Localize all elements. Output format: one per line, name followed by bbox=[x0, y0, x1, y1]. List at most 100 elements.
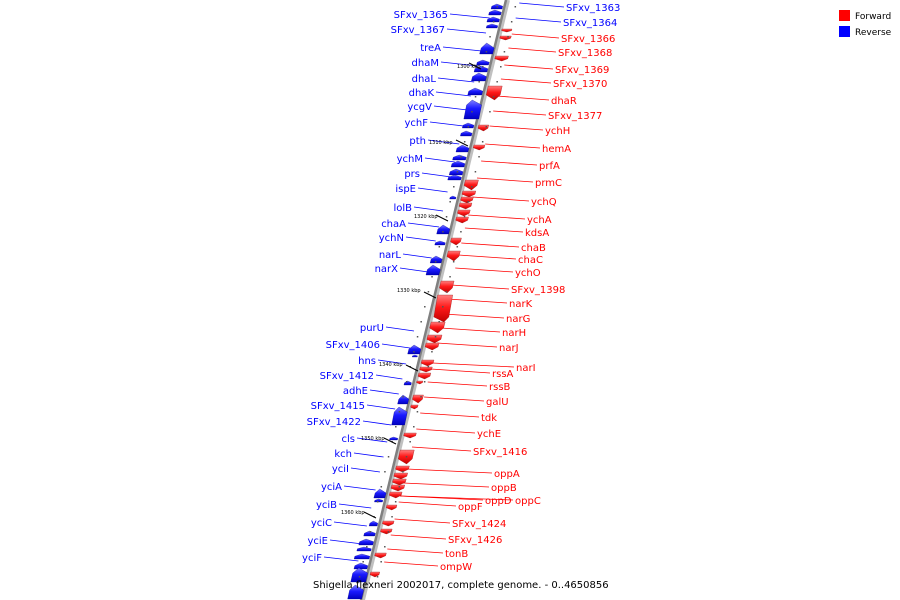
reverse-gene[interactable] bbox=[397, 394, 410, 405]
forward-gene[interactable] bbox=[494, 55, 509, 62]
reverse-gene[interactable] bbox=[476, 59, 490, 66]
forward-gene[interactable] bbox=[389, 491, 403, 499]
reverse-gene[interactable] bbox=[467, 87, 483, 96]
reverse-gene[interactable] bbox=[463, 99, 482, 120]
gene-label[interactable]: chaB bbox=[521, 243, 546, 254]
gene-label[interactable]: SFxv_1415 bbox=[311, 401, 365, 412]
gene-label[interactable]: hemA bbox=[542, 144, 571, 155]
gene-label[interactable]: oppB bbox=[491, 483, 517, 494]
forward-gene[interactable] bbox=[461, 190, 477, 198]
gene-label[interactable]: narG bbox=[506, 314, 530, 325]
gene-label[interactable]: chaC bbox=[518, 255, 543, 266]
forward-gene[interactable] bbox=[392, 478, 407, 486]
forward-gene[interactable] bbox=[455, 216, 469, 224]
gene-label[interactable]: SFxv_1398 bbox=[511, 285, 565, 296]
gene-label[interactable]: pth bbox=[409, 136, 426, 147]
reverse-gene[interactable] bbox=[471, 72, 487, 82]
reverse-gene[interactable] bbox=[462, 122, 475, 129]
reverse-gene[interactable] bbox=[403, 380, 412, 386]
gene-label[interactable]: SFxv_1363 bbox=[566, 3, 620, 14]
forward-gene[interactable] bbox=[386, 504, 398, 511]
gene-label[interactable]: dhaL bbox=[412, 74, 437, 85]
reverse-gene[interactable] bbox=[450, 160, 466, 168]
reverse-gene[interactable] bbox=[455, 144, 470, 153]
gene-label[interactable]: prmC bbox=[535, 178, 562, 189]
gene-label[interactable]: SFxv_1365 bbox=[394, 10, 448, 21]
reverse-gene[interactable] bbox=[425, 264, 441, 276]
gene-label[interactable]: prfA bbox=[539, 161, 560, 172]
forward-gene[interactable] bbox=[410, 404, 419, 410]
gene-label[interactable]: rssA bbox=[492, 369, 514, 380]
gene-label[interactable]: kdsA bbox=[525, 228, 549, 239]
gene-label[interactable]: oppA bbox=[494, 469, 520, 480]
reverse-gene[interactable] bbox=[436, 224, 451, 235]
forward-gene[interactable] bbox=[457, 209, 471, 217]
forward-gene[interactable] bbox=[419, 366, 433, 373]
forward-gene[interactable] bbox=[426, 334, 443, 344]
reverse-gene[interactable] bbox=[488, 9, 502, 16]
forward-gene[interactable] bbox=[412, 394, 424, 404]
reverse-gene[interactable] bbox=[356, 546, 372, 552]
gene-label[interactable]: yciI bbox=[332, 464, 349, 475]
gene-label[interactable]: narI bbox=[516, 363, 536, 374]
gene-label[interactable]: SFxv_1368 bbox=[558, 48, 612, 59]
gene-label[interactable]: yciC bbox=[311, 518, 332, 529]
gene-label[interactable]: SFxv_1369 bbox=[555, 65, 609, 76]
forward-gene[interactable] bbox=[420, 359, 435, 367]
gene-label[interactable]: prs bbox=[404, 169, 420, 180]
reverse-gene[interactable] bbox=[448, 168, 464, 176]
reverse-gene[interactable] bbox=[407, 344, 422, 355]
forward-gene[interactable] bbox=[395, 465, 410, 473]
gene-label[interactable]: narH bbox=[502, 328, 526, 339]
forward-gene[interactable] bbox=[499, 35, 512, 41]
gene-label[interactable]: ychA bbox=[527, 215, 552, 226]
gene-label[interactable]: yciA bbox=[321, 482, 342, 493]
reverse-gene[interactable] bbox=[460, 130, 473, 137]
gene-label[interactable]: SFxv_1422 bbox=[307, 417, 361, 428]
gene-label[interactable]: oppF bbox=[458, 502, 483, 513]
forward-gene[interactable] bbox=[458, 202, 473, 210]
reverse-gene[interactable] bbox=[449, 195, 457, 200]
forward-gene[interactable] bbox=[439, 280, 455, 294]
forward-gene[interactable] bbox=[450, 237, 462, 246]
gene-label[interactable]: ychO bbox=[515, 268, 541, 279]
forward-gene[interactable] bbox=[393, 472, 408, 480]
gene-label[interactable]: dhaR bbox=[551, 96, 577, 107]
reverse-gene[interactable] bbox=[353, 553, 371, 560]
gene-label[interactable]: ychN bbox=[379, 233, 404, 244]
gene-label[interactable]: ycgV bbox=[407, 102, 432, 113]
forward-gene[interactable] bbox=[417, 372, 432, 380]
gene-label[interactable]: chaA bbox=[381, 219, 406, 230]
gene-label[interactable]: narL bbox=[379, 250, 402, 261]
gene-label[interactable]: ychM bbox=[397, 154, 423, 165]
gene-label[interactable]: ychQ bbox=[531, 197, 557, 208]
gene-label[interactable]: treA bbox=[420, 43, 441, 54]
forward-gene[interactable] bbox=[369, 571, 380, 578]
gene-label[interactable]: ompW bbox=[440, 562, 472, 573]
reverse-gene[interactable] bbox=[373, 488, 387, 499]
forward-gene[interactable] bbox=[433, 294, 453, 323]
forward-gene[interactable] bbox=[501, 28, 513, 33]
gene-label[interactable]: ychH bbox=[545, 126, 570, 137]
forward-gene[interactable] bbox=[374, 552, 387, 559]
gene-label[interactable]: galU bbox=[486, 397, 509, 408]
reverse-gene[interactable] bbox=[353, 562, 368, 570]
gene-label[interactable]: yciF bbox=[302, 553, 322, 564]
gene-label[interactable]: tdk bbox=[481, 413, 497, 424]
gene-label[interactable]: SFxv_1366 bbox=[561, 34, 615, 45]
gene-label[interactable]: SFxv_1406 bbox=[326, 340, 380, 351]
gene-label[interactable]: narX bbox=[375, 264, 399, 275]
gene-label[interactable]: SFxv_1424 bbox=[452, 519, 506, 530]
gene-label[interactable]: SFxv_1377 bbox=[548, 111, 602, 122]
reverse-gene[interactable] bbox=[429, 255, 443, 264]
reverse-gene[interactable] bbox=[391, 406, 408, 426]
forward-gene[interactable] bbox=[403, 432, 417, 439]
forward-gene[interactable] bbox=[463, 179, 479, 191]
reverse-gene[interactable] bbox=[363, 530, 376, 537]
forward-gene[interactable] bbox=[477, 124, 489, 132]
forward-gene[interactable] bbox=[429, 321, 446, 334]
gene-label[interactable]: ychE bbox=[477, 429, 501, 440]
gene-label[interactable]: narJ bbox=[499, 343, 519, 354]
reverse-gene[interactable] bbox=[358, 538, 374, 546]
reverse-gene[interactable] bbox=[374, 498, 384, 503]
